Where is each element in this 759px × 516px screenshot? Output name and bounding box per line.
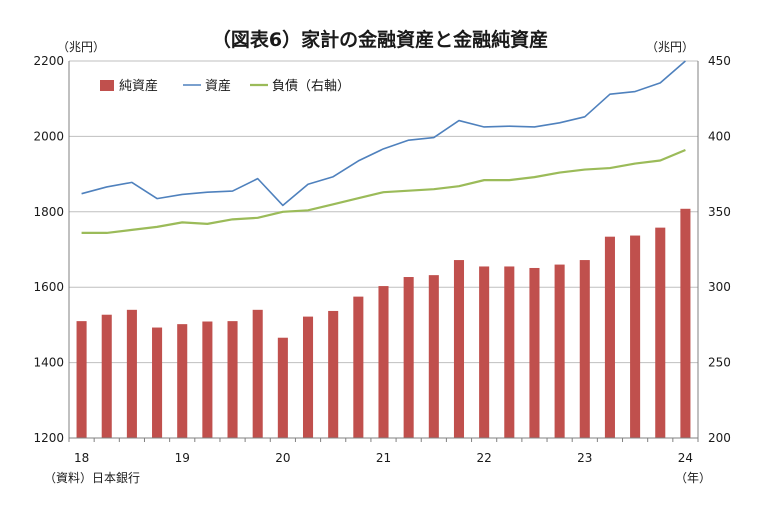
bar (76, 321, 87, 438)
bar (579, 260, 590, 438)
liabilities-line (81, 148, 686, 235)
chart-title: （図表6）家計の金融資産と金融純資産 (212, 28, 548, 51)
bar (126, 309, 137, 438)
x-tick-label: 19 (175, 451, 190, 465)
right-axis-unit: （兆円） (646, 40, 694, 54)
assets-line (81, 60, 686, 207)
bar (453, 260, 465, 438)
bar (252, 309, 263, 438)
legend-assets: 資産 (205, 78, 231, 94)
bar (403, 277, 414, 438)
left-axis-unit: （兆円） (57, 40, 105, 54)
bar (227, 321, 238, 438)
legend-liabilities: 負債（右軸） (272, 79, 350, 94)
bar (177, 324, 188, 438)
bar (152, 327, 163, 438)
right-tick-label: 200 (708, 431, 731, 445)
bar (353, 296, 364, 438)
x-tick-label: 21 (376, 451, 391, 465)
right-tick-label: 350 (708, 205, 731, 219)
bar (655, 227, 666, 438)
legend: 純資産 資産 負債（右軸） (100, 78, 350, 94)
x-axis-unit: （年） (675, 471, 711, 485)
source-note: （資料）日本銀行 (44, 471, 140, 485)
grid-lines (69, 60, 698, 364)
right-tick-label: 400 (708, 129, 731, 143)
x-tick-label: 23 (577, 451, 592, 465)
bar (554, 264, 565, 438)
right-tick-label: 300 (708, 280, 731, 294)
bar (680, 208, 691, 438)
left-tick-label: 1400 (33, 356, 64, 370)
bar (328, 310, 339, 438)
x-tick-label: 24 (678, 451, 693, 465)
line-series (81, 60, 686, 235)
x-tick-label: 18 (74, 451, 89, 465)
left-tick-label: 2200 (33, 54, 64, 68)
bar (604, 236, 615, 438)
bar (479, 266, 490, 438)
bar (378, 286, 389, 438)
bar-series (76, 208, 691, 438)
left-tick-label: 2000 (33, 129, 64, 143)
bar (630, 235, 641, 438)
legend-swatch (100, 80, 114, 91)
bar (428, 275, 439, 438)
left-tick-label: 1200 (33, 431, 64, 445)
x-tick-label: 20 (275, 451, 290, 465)
bar (504, 266, 515, 438)
left-tick-label: 1600 (33, 280, 64, 294)
right-tick-label: 250 (708, 356, 731, 370)
legend-net-assets: 純資産 (119, 78, 158, 94)
right-tick-label: 450 (708, 54, 731, 68)
bar (101, 314, 112, 438)
axes: 1200 1400 1600 1800 2000 2200 200 250 300 350 400 4… (33, 54, 730, 465)
bar (277, 337, 288, 438)
bar (529, 267, 540, 438)
x-tick-label: 22 (476, 451, 491, 465)
bar (302, 316, 314, 438)
left-tick-label: 1800 (33, 205, 64, 219)
bar (202, 321, 213, 438)
